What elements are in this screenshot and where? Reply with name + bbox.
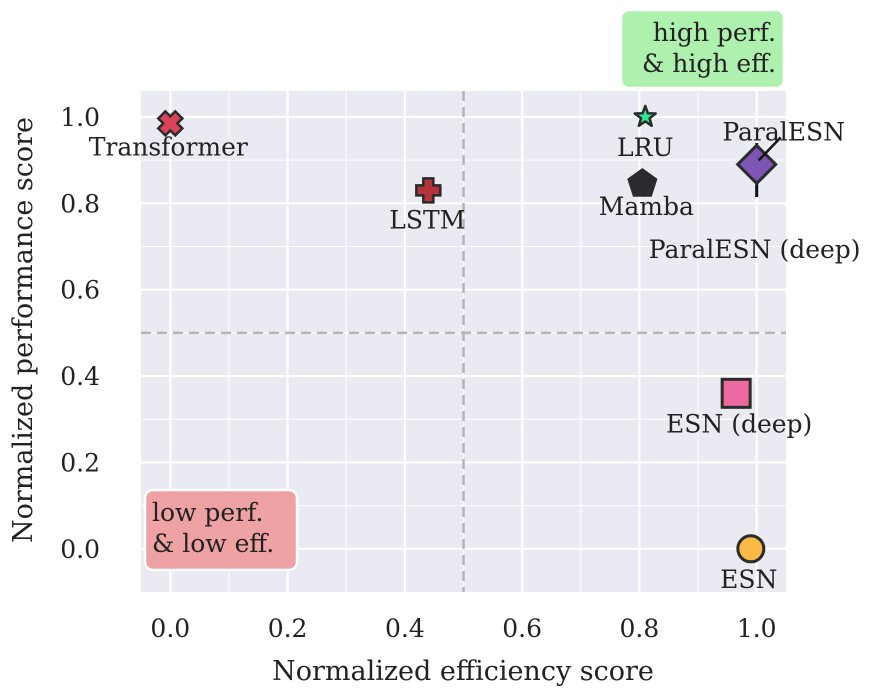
label-esn-deep: ESN (deep): [666, 409, 812, 438]
quadrant-annotations: high perf.& high eff. low perf.& low eff.: [143, 8, 786, 572]
point-labels: Transformer LSTM LRU Mamba ParalESN ParalESN …: [89, 117, 861, 593]
label-paralesn: ParalESN: [722, 117, 845, 146]
quadrant-reference-lines: [141, 91, 786, 592]
x-axis-title: Normalized efficiency score: [272, 656, 654, 687]
x-tick-label: 0.2: [268, 614, 308, 643]
y-tick-label: 0.4: [60, 362, 100, 391]
paralesn-leader-line: [757, 136, 782, 162]
annotation-text: low perf.: [152, 498, 263, 527]
y-tick-label: 0.6: [60, 276, 100, 305]
x-tick-label: 0.8: [620, 614, 660, 643]
y-tick-label: 1.0: [60, 103, 100, 132]
point-mamba: [627, 168, 658, 197]
label-lru: LRU: [617, 133, 674, 162]
x-tick-label: 0.0: [150, 614, 190, 643]
point-lru: [633, 104, 657, 128]
x-tick-label: 0.6: [502, 614, 542, 643]
annotation-box: [619, 8, 786, 90]
y-tick-label: 0.2: [60, 448, 100, 477]
annotation-text: high perf.: [653, 18, 776, 47]
label-transformer: Transformer: [89, 132, 248, 161]
y-axis-title: Normalized performance score: [8, 117, 39, 543]
x-tick-labels: 0.0 0.2 0.4 0.6 0.8 1.0: [150, 614, 776, 643]
annotation-text: & low eff.: [152, 529, 274, 558]
label-lstm: LSTM: [389, 205, 465, 234]
point-paralesn: [735, 143, 778, 186]
point-esn-deep: [720, 377, 752, 409]
point-lstm: [415, 177, 442, 204]
x-tick-label: 0.4: [385, 614, 425, 643]
annotation-high-perf: high perf.& high eff.: [619, 8, 786, 90]
point-esn: [736, 534, 766, 564]
label-mamba: Mamba: [599, 192, 694, 221]
annotation-text: & high eff.: [642, 49, 776, 78]
x-tick-label: 1.0: [737, 614, 777, 643]
data-points: [156, 104, 782, 564]
point-transformer: [156, 109, 185, 138]
label-esn: ESN: [720, 565, 777, 594]
y-tick-label: 0.8: [60, 189, 100, 218]
label-paralesn-deep: ParalESN (deep): [649, 235, 861, 264]
y-tick-labels: 0.0 0.2 0.4 0.6 0.8 1.0: [60, 103, 100, 564]
annotation-box: [143, 488, 299, 572]
annotation-low-perf: low perf.& low eff.: [143, 488, 299, 572]
y-tick-label: 0.0: [60, 535, 100, 564]
